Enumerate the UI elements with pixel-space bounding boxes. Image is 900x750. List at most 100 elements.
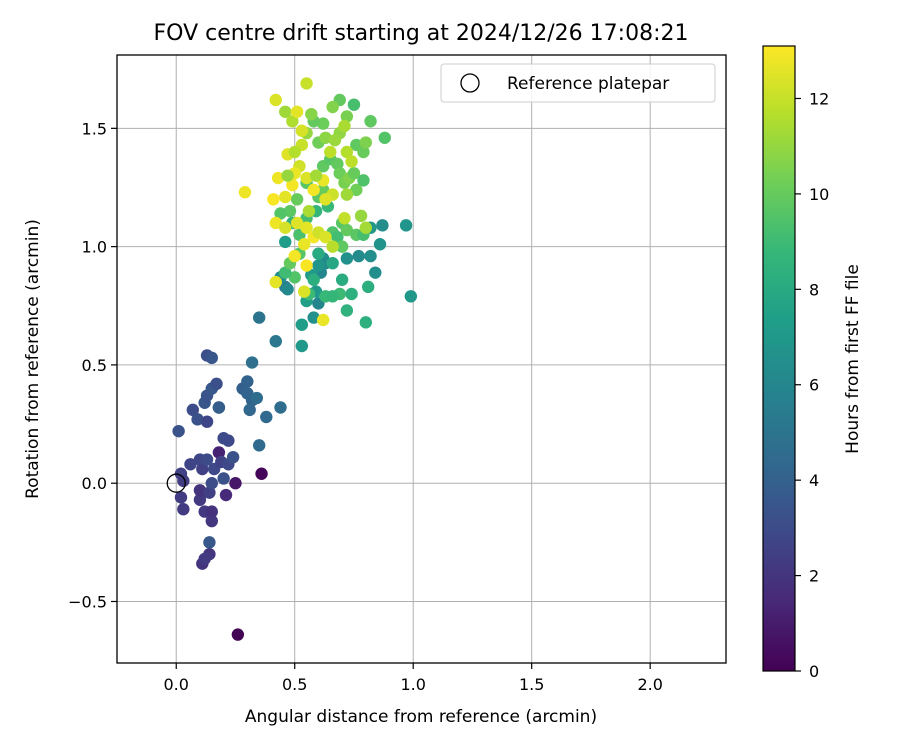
y-tick-label: 0.5 (82, 356, 107, 375)
colorbar: 0 2 4 6 8 10 12 Hours from first FF file (762, 45, 863, 681)
data-point (404, 290, 418, 303)
data-point (350, 183, 363, 197)
data-point (333, 167, 346, 180)
colorbar-tick-label: 12 (809, 89, 829, 108)
data-point (281, 169, 294, 182)
data-point (290, 105, 304, 118)
data-point (281, 283, 294, 296)
x-tick-label: 2.0 (637, 675, 662, 694)
legend-box (440, 63, 716, 103)
data-point (300, 259, 313, 272)
data-point (352, 249, 365, 263)
data-point (378, 131, 391, 145)
colorbar-tick-label: 0 (809, 662, 819, 681)
y-tick-label: 0.0 (82, 474, 107, 493)
colorbar-tick-label: 2 (809, 567, 819, 586)
data-point (177, 503, 190, 516)
data-point (347, 98, 361, 111)
data-point (364, 115, 377, 128)
data-point (340, 188, 354, 201)
x-tick-label: 1.0 (400, 675, 425, 694)
data-point (316, 183, 330, 197)
data-point (340, 223, 354, 237)
data-point (283, 204, 297, 218)
data-point (312, 247, 325, 260)
data-point (300, 171, 313, 185)
data-point (271, 171, 285, 185)
chart-title: FOV centre drift starting at 2024/12/26 … (154, 21, 689, 46)
data-point (198, 552, 211, 566)
data-point (331, 230, 344, 244)
data-point (345, 155, 358, 168)
data-point (212, 446, 226, 459)
data-point (338, 212, 351, 225)
data-point (319, 131, 332, 145)
data-point (300, 221, 313, 234)
data-point (357, 174, 370, 187)
data-point (340, 110, 354, 123)
data-point (279, 235, 292, 249)
data-point (200, 415, 214, 428)
legend: Reference platepar (440, 63, 716, 103)
data-point (335, 240, 349, 253)
colorbar-tick-label: 10 (809, 185, 829, 204)
data-point (267, 193, 280, 206)
data-point (217, 472, 230, 485)
data-point (205, 351, 218, 365)
data-point (347, 167, 361, 180)
x-axis-label: Angular distance from reference (arcmin) (245, 707, 597, 727)
data-point (186, 403, 200, 417)
x-axis-ticks: 0.0 0.5 1.0 1.5 2.0 (164, 663, 663, 694)
data-point (286, 115, 299, 128)
data-point (305, 107, 318, 121)
data-point (191, 413, 204, 426)
data-point (319, 193, 332, 206)
data-point (279, 221, 292, 234)
data-point (288, 271, 301, 284)
data-point (335, 273, 349, 286)
data-point (300, 77, 313, 90)
y-axis-ticks: −0.5 0.0 0.5 1.0 1.5 (68, 119, 117, 611)
data-point (324, 145, 337, 159)
data-point (345, 287, 358, 301)
data-point (193, 493, 207, 506)
data-point (302, 204, 316, 218)
data-point (359, 221, 373, 234)
colorbar-tick-label: 6 (809, 376, 819, 395)
data-point (326, 256, 339, 270)
data-point (359, 136, 373, 149)
data-point (331, 157, 344, 171)
x-tick-label: 0.5 (282, 675, 307, 694)
colorbar-label: Hours from first FF file (843, 264, 863, 454)
data-point (196, 462, 209, 476)
colorbar-tick-label: 4 (809, 471, 819, 490)
x-tick-label: 1.5 (519, 675, 544, 694)
data-point (312, 259, 325, 272)
data-point (326, 100, 339, 114)
data-point (226, 450, 240, 464)
data-point (279, 266, 292, 279)
data-point (260, 410, 273, 424)
legend-entry: Reference platepar (507, 74, 669, 94)
data-point (174, 491, 188, 504)
data-point (177, 474, 190, 488)
data-point (361, 280, 375, 294)
data-point (307, 273, 320, 286)
data-point (245, 356, 259, 369)
data-point (269, 216, 282, 230)
data-point (316, 313, 330, 327)
data-point (200, 453, 214, 466)
y-tick-label: 1.5 (82, 119, 107, 138)
data-point (252, 439, 266, 452)
legend-marker-icon (460, 73, 480, 93)
data-point (269, 93, 282, 107)
data-point (274, 207, 287, 220)
data-point (250, 391, 264, 405)
y-tick-label: −0.5 (68, 592, 107, 611)
colorbar-gradient (762, 45, 796, 672)
y-tick-label: 1.0 (82, 238, 107, 257)
data-point (203, 536, 216, 549)
data-point (359, 316, 373, 329)
data-point (229, 477, 242, 490)
colorbar-ticks: 0 2 4 6 8 10 12 (795, 89, 829, 681)
